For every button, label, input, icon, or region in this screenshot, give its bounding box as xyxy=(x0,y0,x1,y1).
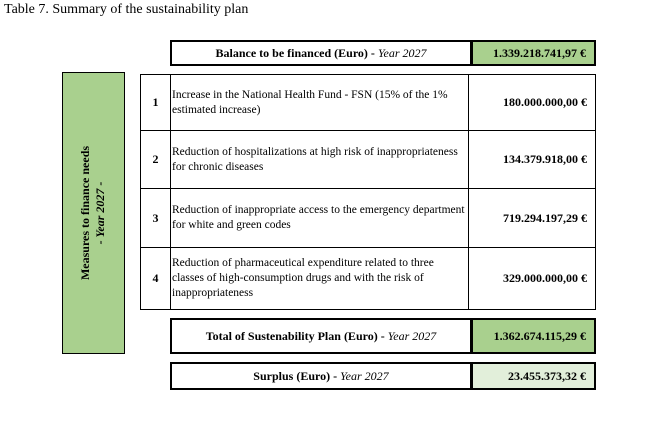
measure-num-2: 2 xyxy=(140,130,171,189)
balance-value-cell: 1.339.218.741,97 € xyxy=(471,40,596,66)
measure-desc-3: Reduction of inappropriate access to the… xyxy=(170,188,469,248)
measures-side-label: Measures to finance needs - Year 2027 - xyxy=(62,72,125,354)
measure-num-3: 3 xyxy=(140,188,171,248)
measure-value-1: 180.000.000,00 € xyxy=(468,74,596,131)
total-year: Year 2027 xyxy=(387,328,437,343)
total-value: 1.362.674.115,29 € xyxy=(493,328,586,343)
measure-value-3: 719.294.197,29 € xyxy=(468,188,596,248)
side-label-line1: Measures to finance needs xyxy=(78,145,93,281)
balance-label: Balance to be financed (Euro) - xyxy=(215,45,378,60)
measure-num-1: 1 xyxy=(140,74,171,131)
surplus-label: Surplus (Euro) - xyxy=(253,368,341,383)
total-label: Total of Sustenability Plan (Euro) - xyxy=(205,328,388,343)
measure-desc-4: Reduction of pharmaceutical expenditure … xyxy=(170,247,469,310)
balance-label-cell: Balance to be financed (Euro) - Year 202… xyxy=(170,40,472,66)
side-label-line2: - Year 2027 - xyxy=(93,181,108,245)
measure-value-2: 134.379.918,00 € xyxy=(468,130,596,189)
measure-num-4: 4 xyxy=(140,247,171,310)
measure-value-4: 329.000.000,00 € xyxy=(468,247,596,310)
surplus-year: Year 2027 xyxy=(340,368,389,383)
measure-desc-2: Reduction of hospitalizations at high ri… xyxy=(170,130,469,189)
measure-desc-1: Increase in the National Health Fund - F… xyxy=(170,74,469,131)
balance-value: 1.339.218.741,97 € xyxy=(493,45,586,60)
total-label-cell: Total of Sustenability Plan (Euro) - Yea… xyxy=(170,318,472,354)
surplus-value: 23.455.373,32 € xyxy=(508,368,586,383)
table-caption: Table 7. Summary of the sustainability p… xyxy=(4,2,249,17)
balance-year: Year 2027 xyxy=(377,45,427,60)
total-value-cell: 1.362.674.115,29 € xyxy=(471,318,596,354)
surplus-value-cell: 23.455.373,32 € xyxy=(471,362,596,390)
surplus-label-cell: Surplus (Euro) - Year 2027 xyxy=(170,362,472,390)
